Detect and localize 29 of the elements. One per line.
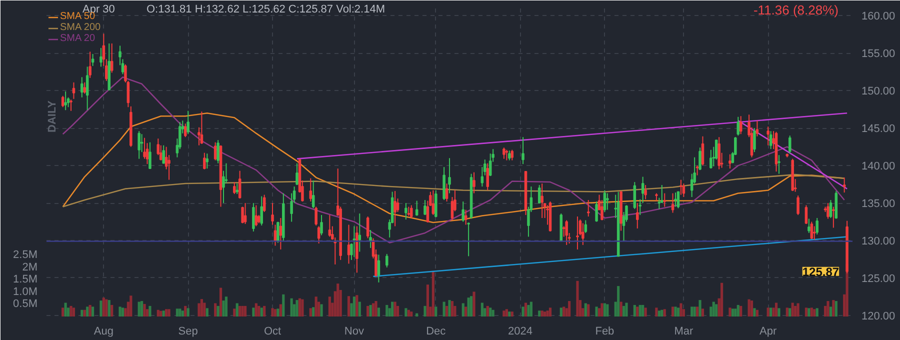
x-tick-label: Aug [94,326,114,338]
y2-tick-label: 1.0M [13,286,38,298]
y-tick-label: 160.00 [862,10,896,23]
y-tick-label: 130.00 [862,235,896,248]
x-tick-label: Nov [344,326,364,338]
y-tick-label: 155.00 [862,48,896,60]
y-tick-label: 150.00 [862,86,896,98]
annotation: 125.87 [802,264,840,279]
y2-tick-label: 2.5M [13,249,38,262]
text: SMA 20 [60,33,96,44]
x-tick-label: Feb [595,326,614,338]
x-tick-label: Dec [426,326,446,338]
x-tick-label: Sep [178,326,198,338]
y-tick-label: 120.00 [862,310,896,322]
annotation: O:131.81 H:132.62 L:125.62 C:125.87 Vol:2.14M [146,4,386,16]
y2-tick-label: 2M [22,261,38,274]
y-tick-label: 135.00 [862,198,896,210]
x-tick-label: 2024 [508,326,533,338]
x-tick-label: Apr [760,326,777,338]
text: SMA 200 [60,22,101,33]
y-tick-label: 140.00 [862,160,896,173]
y-tick-label: 145.00 [862,123,896,136]
y-tick-label: 125.00 [862,272,896,285]
y2-tick-label: 0.5M [13,298,38,310]
x-tick-label: Mar [674,326,694,338]
y2-tick-label: 1.5M [13,274,38,286]
x-tick-label: Oct [264,326,282,338]
annotation: -11.36 (8.28%) [753,2,839,18]
annotation: DAILY [46,100,58,132]
